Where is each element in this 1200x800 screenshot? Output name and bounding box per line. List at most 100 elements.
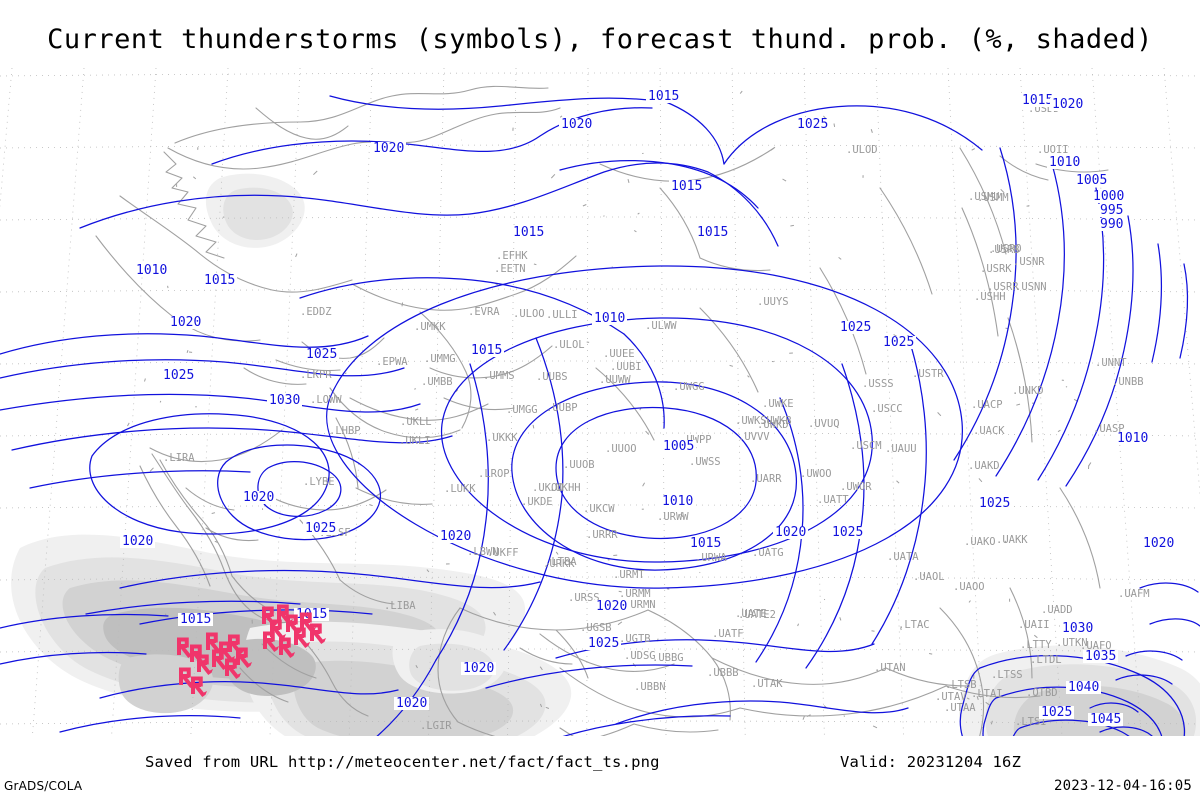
station-label: .USHH [974, 291, 1006, 303]
station-label: .UKHH [549, 482, 581, 494]
station-label: .URSS [568, 592, 600, 604]
station-label: .USCC [871, 403, 903, 415]
isobar-label: 1015 [471, 343, 502, 358]
isobar-label-backdrop [688, 537, 723, 550]
station-label: .UMGG [506, 404, 538, 416]
isobar-label: 1015 [648, 89, 679, 104]
isobar-label: 1010 [662, 494, 693, 509]
isobar-label-backdrop [838, 321, 873, 334]
station-label: .UWOO [800, 468, 832, 480]
isobar-label: 1010 [594, 311, 625, 326]
station-label: .UVUQ [808, 418, 840, 430]
station-label: .USMM [977, 192, 1009, 204]
isobar-label-backdrop [1047, 156, 1082, 169]
station-label: .UAOL [913, 571, 945, 583]
isobar-label-backdrop [1115, 432, 1150, 445]
isobar-label-backdrop [661, 440, 696, 453]
station-label: .UTAN [874, 662, 906, 674]
station-label: .LTAI [971, 688, 1003, 700]
isobar-label: 1025 [979, 496, 1010, 511]
station-label: .UAFO [1080, 640, 1112, 652]
isobar-label-backdrop [394, 697, 429, 710]
station-label: .USMU [968, 191, 1000, 203]
isobar-label: 1025 [163, 368, 194, 383]
isobar-label: 1030 [269, 393, 300, 408]
station-label: .UWKD [757, 419, 789, 431]
isobar-label-backdrop [881, 336, 916, 349]
station-label: .ULWW [645, 320, 677, 332]
station-label: .ULLI [546, 309, 578, 321]
isobar-label-backdrop [461, 662, 496, 675]
isobar-label: 1025 [588, 636, 619, 651]
isobar-label: 1025 [797, 117, 828, 132]
station-label: .UDSG [624, 650, 656, 662]
station-label: .UWKB [760, 415, 792, 427]
station-label: .UMMS [483, 370, 515, 382]
isobar-label: 1015 [697, 225, 728, 240]
station-label: .UTAV [935, 691, 967, 703]
station-label: .UWKS [735, 415, 767, 427]
isobar-label: 1025 [840, 320, 871, 335]
isobar-label-backdrop [1039, 706, 1074, 719]
map-canvas[interactable]: .EFHK .EETN .EVRA .ULOO .UUYS .ULOD .USDD .UOII… [0, 68, 1200, 736]
thunderstorm-symbol [236, 647, 252, 668]
thunderstorm-symbol [197, 654, 213, 675]
station-label: .LTTY [1020, 639, 1052, 651]
station-label: .LIRA [163, 452, 195, 464]
station-label: .UNNT [1095, 357, 1127, 369]
station-label: .USNR [1013, 256, 1045, 268]
isobar-label-backdrop [795, 118, 830, 131]
station-label: .UATE [735, 608, 767, 620]
station-label: .LTSI [1015, 716, 1047, 728]
isobar-label: 990 [1100, 217, 1123, 232]
station-label: .UNBB [1112, 376, 1144, 388]
station-label: .EVRA [468, 306, 500, 318]
isobar-label: 1000 [1093, 189, 1124, 204]
station-label: .UUYS [757, 296, 789, 308]
station-label: .UTAA [944, 702, 976, 714]
isobar-label: 1020 [243, 490, 274, 505]
station-label: .UACP [971, 399, 1003, 411]
station-label: .UMMG [424, 353, 456, 365]
station-label: .URMT [613, 569, 645, 581]
station-label: .UWGG [673, 381, 705, 393]
isobar-label: 1005 [1076, 173, 1107, 188]
thunderstorm-symbol-layer [177, 604, 326, 697]
thunderstorm-symbol [263, 631, 279, 652]
isobar-label-backdrop [594, 600, 629, 613]
station-label: .EETN [494, 263, 526, 275]
station-label: .UMKK [414, 321, 446, 333]
isobar-label-backdrop [371, 142, 406, 155]
isobar-label-backdrop [1088, 713, 1123, 726]
station-label: .LKPR [300, 369, 332, 381]
isobar-label: 1010 [1049, 155, 1080, 170]
station-label: .UARR [750, 473, 782, 485]
station-label: .USRO [990, 243, 1022, 255]
coastline-layer [95, 85, 1109, 736]
isobar-label-backdrop [1020, 94, 1055, 107]
station-label: .UUWW [599, 374, 631, 386]
station-label: .UKCW [583, 503, 615, 515]
isobar-label: 1015 [1022, 93, 1053, 108]
isobar-label: 1005 [663, 439, 694, 454]
isobar-label-backdrop [161, 369, 196, 382]
isobar-label: 1040 [1068, 680, 1099, 695]
station-label: .UKFF [487, 547, 519, 559]
station-label: .UKOO [532, 482, 564, 494]
isobar-label: 1015 [671, 179, 702, 194]
isobar-label: 1020 [1052, 97, 1083, 112]
isobar-label-backdrop [303, 522, 338, 535]
isobar-label-backdrop [1083, 650, 1118, 663]
isobar-label: 1015 [204, 273, 235, 288]
producer-label: GrADS/COLA [4, 779, 83, 793]
station-label: .UAKK [996, 534, 1028, 546]
station-label: .ULOO [513, 308, 545, 320]
station-label: .UTAK [751, 678, 783, 690]
station-label: .LGIR [420, 720, 452, 732]
isobar-label: 1015 [690, 536, 721, 551]
station-label: .USRR [987, 281, 1019, 293]
isobar-label: 1020 [122, 534, 153, 549]
isobar-label: 1035 [1085, 649, 1116, 664]
